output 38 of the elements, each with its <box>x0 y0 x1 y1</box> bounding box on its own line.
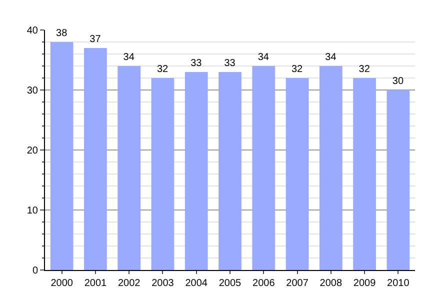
x-tick-label: 2010 <box>387 278 410 289</box>
data-label: 37 <box>90 34 102 45</box>
y-tick-label: 0 <box>32 266 38 276</box>
bar <box>84 48 107 270</box>
y-tick-label: 20 <box>26 146 38 156</box>
bar <box>286 78 309 270</box>
bar <box>252 66 276 270</box>
bar <box>218 72 242 270</box>
data-label: 32 <box>358 64 370 75</box>
bar <box>118 66 141 270</box>
y-tick-label: 10 <box>26 206 38 216</box>
bar <box>353 78 376 270</box>
y-tick-label: 30 <box>26 86 38 96</box>
x-tick-label: 2000 <box>50 278 74 289</box>
x-tick-label: 2004 <box>185 278 208 289</box>
data-label: 38 <box>56 28 68 39</box>
bar <box>386 90 410 270</box>
x-tick-label: 2003 <box>152 278 174 289</box>
data-label: 32 <box>156 64 169 75</box>
bar <box>319 66 342 270</box>
data-label: 34 <box>258 52 270 63</box>
y-tick-label: 40 <box>26 26 38 36</box>
bar <box>184 72 208 270</box>
bar <box>50 42 74 270</box>
x-tick-label: 2006 <box>252 278 276 289</box>
bar <box>151 78 174 270</box>
data-label: 34 <box>325 52 337 63</box>
data-label: 30 <box>392 76 404 87</box>
x-tick-label: 2002 <box>118 278 141 289</box>
x-tick-label: 2005 <box>218 278 242 289</box>
x-tick-label: 2008 <box>320 278 342 289</box>
data-label: 33 <box>190 58 202 69</box>
x-tick-label: 2007 <box>286 278 309 289</box>
data-label: 33 <box>224 58 236 69</box>
x-tick-label: 2001 <box>84 278 108 289</box>
x-tick-label: 2009 <box>353 278 376 289</box>
data-label: 32 <box>291 64 304 75</box>
data-label: 34 <box>123 52 135 63</box>
